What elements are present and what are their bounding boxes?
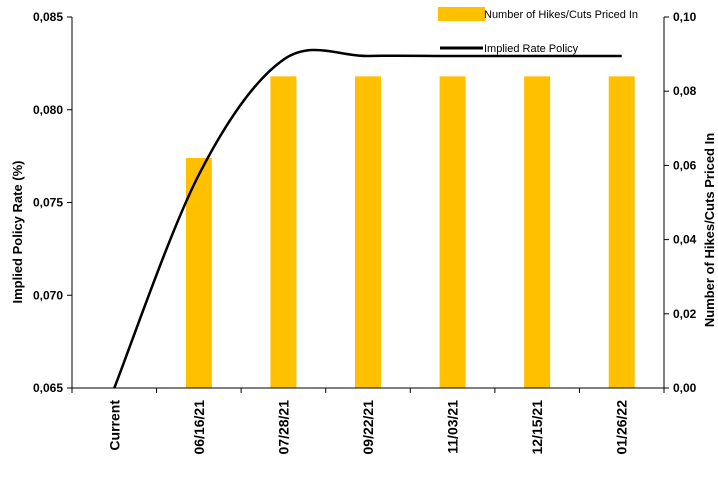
legend-line-label: Implied Rate Policy [484,43,579,55]
y-axis-title: Implied Policy Rate (%) [10,160,25,303]
bar [439,76,466,389]
legend: Number of Hikes/Cuts Priced In Implied R… [438,7,638,55]
ticks-layer: 0,065 0,070 0,075 0,080 0,085 0,00 0,02 0,04 0,0… [33,10,697,455]
bar [185,157,212,388]
y-tick-label: 0,080 [33,103,63,117]
y-tick-label: 0,065 [33,381,63,395]
y2-tick-label: 0,10 [673,10,697,24]
y-tick-label: 0,070 [33,288,63,302]
y2-tick-label: 0,06 [673,158,697,172]
y2-tick-label: 0,08 [673,84,697,98]
y-tick-label: 0,085 [33,10,63,24]
y2-axis-title: Number of Hikes/Cuts Priced In [702,133,717,327]
y2-tick-label: 0,02 [673,307,697,321]
x-tick-label: Current [106,400,122,451]
y2-tick-label: 0,04 [673,233,697,247]
y-tick-label: 0,075 [33,196,63,210]
x-tick-label: 12/15/21 [529,400,545,455]
bar [608,76,635,389]
series-line [113,48,622,389]
x-tick-label: 07/28/21 [275,400,291,455]
legend-bar-swatch [438,7,485,21]
bars-layer [185,76,635,389]
line-layer [113,48,622,389]
x-tick-label: 06/16/21 [191,400,207,455]
x-tick-label: 09/22/21 [360,400,376,455]
legend-bar-label: Number of Hikes/Cuts Priced In [484,9,638,21]
x-tick-label: 01/26/22 [614,400,630,455]
bar [270,76,297,389]
x-tick-label: 11/03/21 [445,400,461,454]
y2-tick-label: 0,00 [673,381,697,395]
bar [524,76,551,389]
bar [355,76,381,389]
